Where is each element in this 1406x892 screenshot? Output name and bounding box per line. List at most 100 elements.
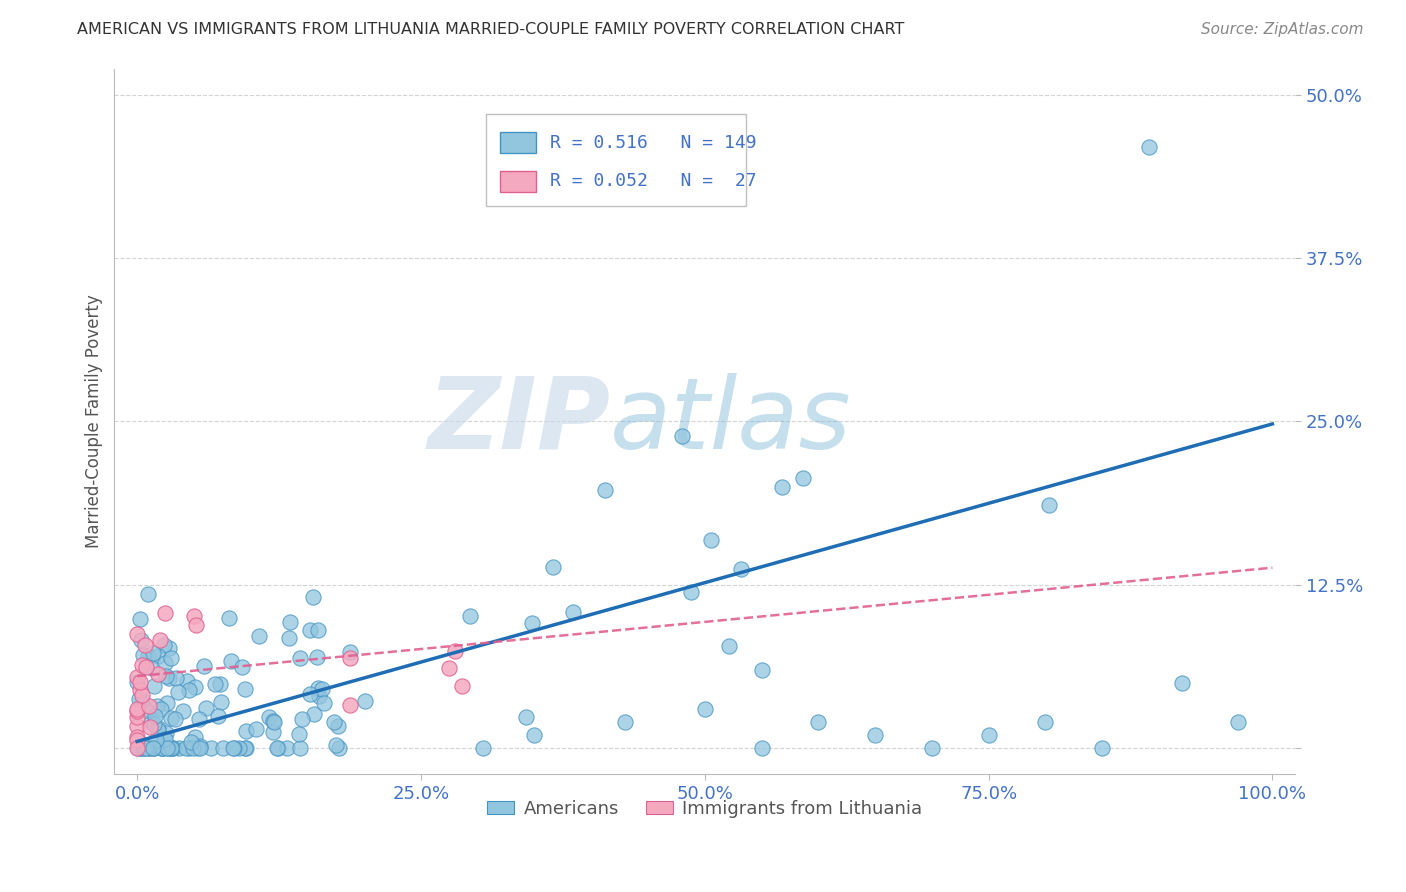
Point [142,717,165,731]
Point [145,732,167,747]
Point [181,741,204,756]
Point [150,702,173,716]
Point [472,741,495,756]
Point [257,709,280,723]
Point [302,590,325,604]
Point [458,609,481,624]
Point [328,741,350,756]
Point [614,714,637,729]
Point [1038,498,1060,512]
Point [150,741,173,756]
Point [149,633,172,648]
Point [288,651,311,665]
Point [308,690,330,704]
FancyBboxPatch shape [501,132,536,153]
Point [162,741,184,756]
Point [128,612,150,626]
Text: R = 0.052   N =  27: R = 0.052 N = 27 [550,172,756,190]
Point [156,741,179,756]
Point [129,633,152,648]
Point [127,670,149,684]
Point [148,648,170,663]
Point [138,741,160,756]
Point [172,704,194,718]
Point [153,638,176,652]
Point [159,741,181,756]
Point [233,741,256,756]
Text: Source: ZipAtlas.com: Source: ZipAtlas.com [1201,22,1364,37]
Point [153,656,176,670]
Point [143,741,166,756]
Point [183,608,205,623]
Point [165,671,187,685]
Point [127,674,149,689]
Point [235,741,257,756]
Point [187,712,209,726]
Point [156,741,179,756]
Point [276,741,298,756]
Point [515,710,537,724]
Point [770,480,793,494]
Point [153,731,176,746]
Point [263,715,285,730]
Point [134,638,156,652]
Point [200,741,222,756]
Point [194,701,217,715]
Point [228,741,250,756]
Point [977,728,1000,742]
Y-axis label: Married-Couple Family Poverty: Married-Couple Family Poverty [86,294,103,549]
Point [155,732,177,747]
Point [176,673,198,688]
Point [127,730,149,744]
Point [138,699,160,714]
Point [143,709,166,723]
Point [262,724,284,739]
Point [127,741,149,756]
Point [179,683,201,698]
Point [127,741,149,756]
Point [177,741,200,756]
Point [218,611,240,625]
Point [307,623,329,637]
Point [792,471,814,485]
Legend: Americans, Immigrants from Lithuania: Americans, Immigrants from Lithuania [479,793,929,825]
Point [280,615,302,629]
Text: R = 0.516   N = 149: R = 0.516 N = 149 [550,134,756,152]
Point [204,677,226,691]
Point [146,698,169,713]
Point [299,623,322,637]
Point [174,741,197,756]
Point [325,738,347,752]
Point [127,704,149,718]
Point [159,741,181,756]
Point [159,651,181,665]
Point [163,712,186,726]
Text: atlas: atlas [610,373,852,470]
Point [1091,741,1114,756]
Point [291,712,314,726]
Point [1033,714,1056,729]
FancyBboxPatch shape [501,171,536,192]
Point [307,650,329,665]
Point [180,735,202,749]
Point [312,696,335,710]
Text: ZIP: ZIP [427,373,610,470]
Point [155,726,177,740]
Point [247,628,270,642]
Point [188,739,211,753]
Point [132,741,155,756]
Point [231,660,253,674]
Point [142,646,165,660]
Point [167,741,190,756]
Point [681,585,703,599]
Point [437,661,460,675]
Point [278,631,301,645]
Point [326,719,349,733]
Point [127,719,149,733]
Point [444,643,467,657]
Point [127,733,149,747]
Point [245,722,267,736]
Point [302,707,325,722]
Point [339,651,361,665]
Point [863,728,886,742]
